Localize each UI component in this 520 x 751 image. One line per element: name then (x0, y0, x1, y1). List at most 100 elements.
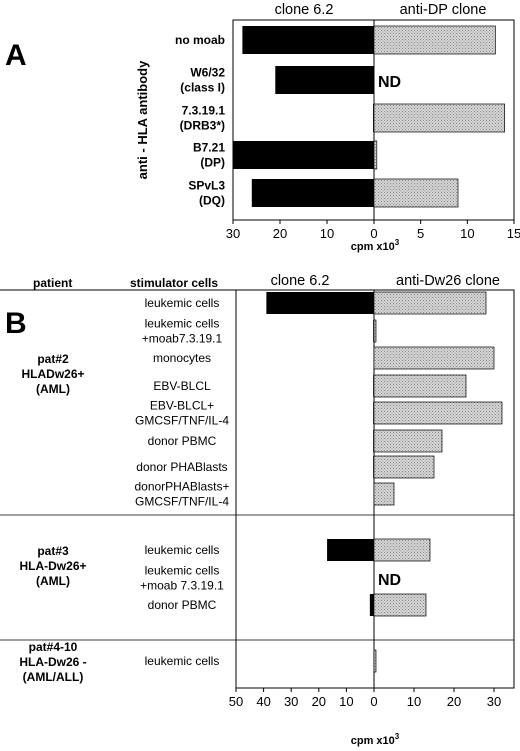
panel-a-xlabel-exponent: 3 (395, 238, 400, 247)
panel-b: patient stimulator cells clone 6.2 anti-… (0, 273, 515, 747)
panel-a-category-label: no moab (175, 33, 225, 47)
panel-a-tick-label: 5 (417, 226, 424, 241)
panel-b-tick-label: 40 (256, 694, 270, 709)
panel-a-category-label: (DRB3*) (180, 119, 225, 133)
panel-b-category-label: donorPHABlasts+ (134, 480, 229, 494)
panel-b-bar-left (373, 375, 374, 397)
panel-b-patient-label: (AML) (36, 382, 70, 396)
panel-a-tick-label: 20 (273, 226, 287, 241)
panel-b-patient-label: HLA-Dw26+ (19, 559, 86, 573)
panel-b-category-label: leukemic cells (145, 317, 220, 331)
panel-b-category-label: EBV-BLCL+ (150, 399, 214, 413)
panel-b-bar-left (327, 539, 374, 561)
panel-a-category-label: SPvL3 (188, 179, 225, 193)
panel-b-category-label: leukemic cells (145, 543, 220, 557)
panel-b-category-label: monocytes (153, 351, 211, 365)
panel-b-bar-right (373, 319, 377, 343)
panel-b-patient-label: (AML) (36, 574, 70, 588)
panel-a-bar-right (373, 103, 506, 133)
panel-b-header-stimulator: stimulator cells (130, 276, 218, 290)
panel-b-patient-label: HLADw26+ (21, 367, 84, 381)
panel-a-category-label: W6/32 (190, 66, 225, 80)
panel-b-header-patient: patient (33, 276, 72, 290)
panel-b-tick-label: 50 (229, 694, 243, 709)
panel-a-category-label: B7.21 (193, 141, 225, 155)
panel-a-marks: no moab W6/32(class I) 7.3.19.1(DRB3*) B7.2… (175, 20, 520, 241)
panel-b-tick-label: 20 (447, 694, 461, 709)
panel-a-category-label: (DQ) (199, 194, 225, 208)
panel-a-bar-left (373, 104, 374, 132)
panel-a-category-label: (class I) (180, 81, 225, 95)
panel-a-tick-label: 10 (320, 226, 334, 241)
panel-b-xlabel-exponent: 3 (395, 732, 400, 741)
panel-b-annotation-nd: ND (378, 572, 401, 589)
panel-b-category-label: donor PHABlasts (136, 460, 227, 474)
panel-b-bar-left (373, 320, 374, 342)
panel-a-category-label: 7.3.19.1 (182, 104, 226, 118)
panel-b-tick-label: 10 (407, 694, 421, 709)
panel-b-bar-right (373, 593, 427, 617)
panel-b-bar-right (373, 482, 395, 506)
panel-b-patient-label: (AML/ALL) (23, 670, 84, 684)
panel-b-patient-label: pat#4-10 (29, 640, 78, 654)
panel-b-tick-label: 10 (339, 694, 353, 709)
panel-b-bar-left (373, 430, 374, 452)
panel-b-header-left: clone 6.2 (271, 273, 330, 289)
panel-b-bar-right (373, 346, 495, 370)
panel-b-bar-right (373, 455, 435, 479)
panel-a-xlabel-text: cpm x10 (351, 241, 395, 253)
panel-a-bar-right (373, 25, 496, 55)
panel-b-tick-label: 0 (370, 694, 377, 709)
panel-b-category-label: leukemic cells (145, 296, 220, 310)
panel-a-bar-left (251, 179, 374, 207)
panel-b-patient-label: HLA-Dw26 - (19, 655, 86, 669)
panel-letter-a: A (5, 39, 27, 72)
panel-a-tick-label: 10 (460, 226, 474, 241)
panel-a-xlabel: cpm x103 (351, 238, 400, 253)
panel-a-tick-label: 30 (226, 226, 240, 241)
panel-b-bar-right (373, 538, 431, 562)
panel-b-category-label: leukemic cells (145, 654, 220, 668)
panel-a-bar-right (373, 178, 459, 208)
panel-a-tick-label: 15 (507, 226, 520, 241)
panel-b-bar-left (373, 456, 374, 478)
panel-a-tick-label: 0 (370, 226, 377, 241)
panel-b-bar-left (266, 292, 374, 314)
panel-b-xlabel-text: cpm x10 (351, 735, 395, 747)
panel-b-frame (235, 289, 515, 689)
panel-b-header-right: anti-Dw26 clone (396, 273, 500, 289)
panel-b-bar-right (373, 374, 467, 398)
panel-b-tick-label: 30 (284, 694, 298, 709)
panel-b-category-label: GMCSF/TNF/IL-4 (135, 414, 229, 428)
panel-a: clone 6.2 anti-DP clone anti - HLA antib… (135, 2, 520, 253)
panel-a-bar-right (373, 140, 378, 170)
panel-b-category-label: donor PBMC (148, 598, 217, 612)
panel-b-patient-label: pat#3 (37, 544, 69, 558)
panel-b-category-label: leukemic cells (145, 564, 220, 578)
panel-b-category-label: +moab7.3.19.1 (142, 332, 223, 346)
panel-b-category-label: donor PBMC (148, 434, 217, 448)
panel-b-bar-left (373, 402, 374, 424)
panel-b-bar-right (373, 401, 503, 425)
panel-a-bar-left (242, 26, 374, 54)
panel-b-bar-right (373, 291, 487, 315)
panel-a-header-right: anti-DP clone (400, 2, 487, 18)
panel-b-category-label: EBV-BLCL (153, 379, 211, 393)
panel-a-bar-left (275, 66, 374, 94)
panel-b-bar-right (373, 429, 443, 453)
panel-b-category-label: +moab 7.3.19.1 (140, 579, 224, 593)
panel-b-bar-right (373, 649, 377, 673)
panel-b-category-label: GMCSF/TNF/IL-4 (135, 495, 229, 509)
panel-a-category-label: (DP) (200, 156, 225, 170)
panel-b-bar-left (369, 594, 374, 616)
panel-letter-b: B (5, 307, 27, 340)
panel-b-tick-label: 30 (487, 694, 501, 709)
panel-a-bar-left (233, 141, 374, 169)
panel-b-xlabel: cpm x103 (351, 732, 400, 747)
panel-b-tick-label: 20 (312, 694, 326, 709)
panel-a-header-left: clone 6.2 (275, 2, 334, 18)
panel-b-patient-label: pat#2 (37, 352, 69, 366)
panel-a-group-label: anti - HLA antibody (135, 60, 150, 179)
